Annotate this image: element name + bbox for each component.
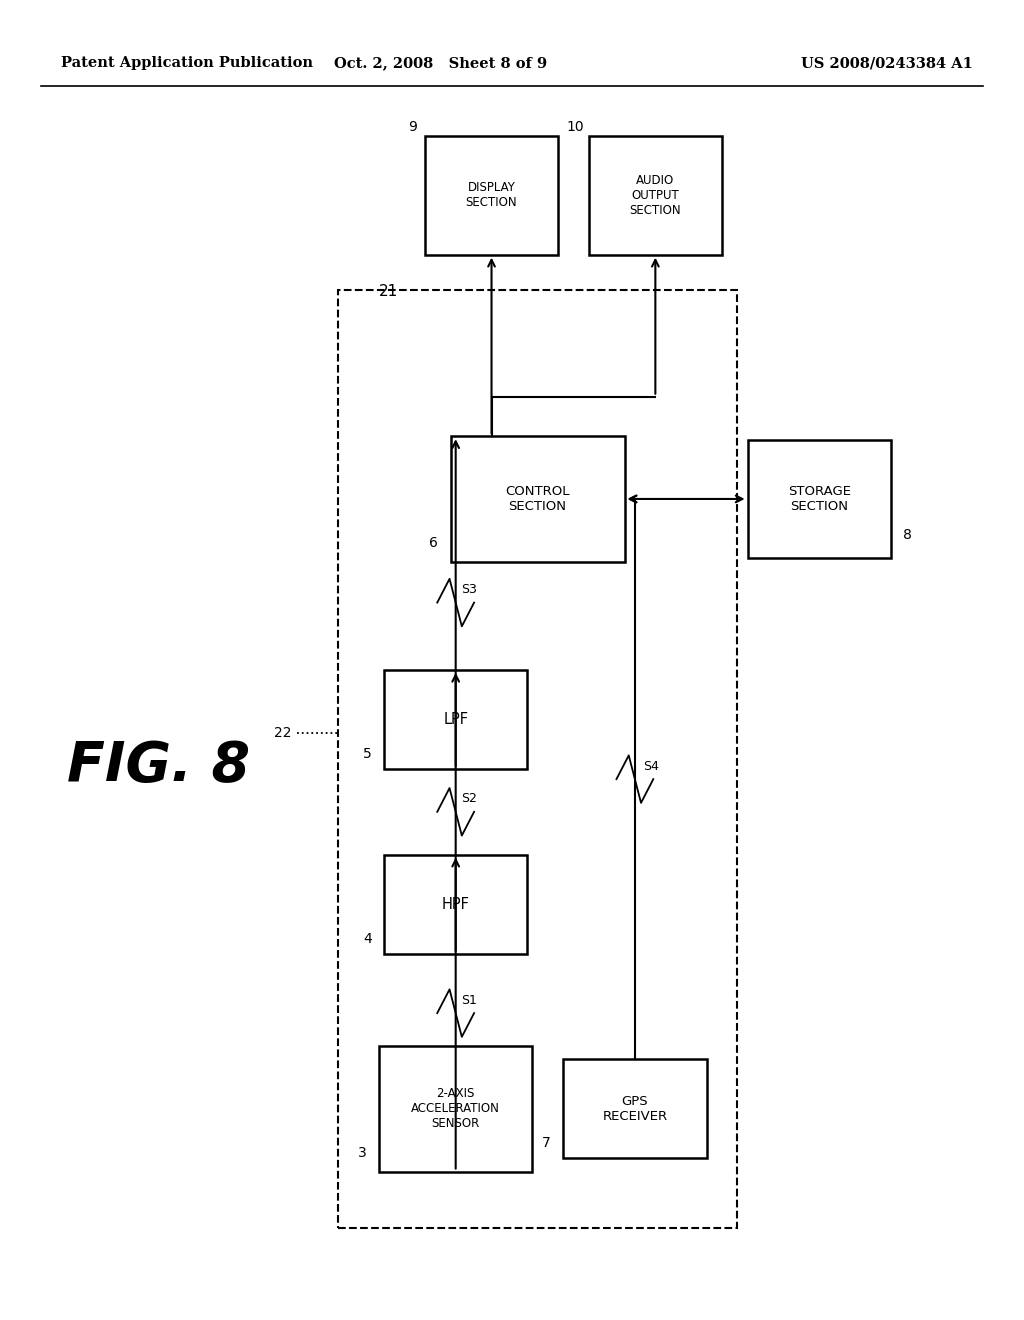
Text: US 2008/0243384 A1: US 2008/0243384 A1 [801,57,973,70]
Text: 5: 5 [362,747,372,762]
Bar [563,1059,707,1159]
Text: 3: 3 [357,1146,367,1160]
Text: DISPLAY
SECTION: DISPLAY SECTION [466,181,517,210]
Text: S1: S1 [461,994,477,1007]
Text: Patent Application Publication: Patent Application Publication [61,57,313,70]
Bar [748,440,891,558]
Text: LPF: LPF [443,711,468,727]
Text: 21: 21 [379,284,398,298]
Bar [379,1045,532,1172]
Text: CONTROL
SECTION: CONTROL SECTION [506,484,569,513]
Text: 2-AXIS
ACCELERATION
SENSOR: 2-AXIS ACCELERATION SENSOR [412,1088,500,1130]
Bar [384,671,527,768]
Bar [338,290,737,1228]
Text: S2: S2 [461,792,477,805]
Text: 6: 6 [429,536,438,550]
Text: Oct. 2, 2008   Sheet 8 of 9: Oct. 2, 2008 Sheet 8 of 9 [334,57,547,70]
Text: 10: 10 [566,120,584,135]
Text: 22: 22 [274,726,292,739]
Text: 7: 7 [542,1137,551,1151]
Text: 9: 9 [408,120,417,135]
Bar [589,136,722,255]
Bar [425,136,558,255]
Text: STORAGE
SECTION: STORAGE SECTION [787,484,851,513]
Text: 8: 8 [903,528,912,541]
Bar [384,855,527,953]
Text: S4: S4 [643,759,659,772]
Text: S3: S3 [461,583,477,597]
Text: GPS
RECEIVER: GPS RECEIVER [602,1094,668,1123]
Text: AUDIO
OUTPUT
SECTION: AUDIO OUTPUT SECTION [630,174,681,216]
Text: 4: 4 [362,932,372,946]
Text: FIG. 8: FIG. 8 [68,739,250,792]
Text: HPF: HPF [441,896,470,912]
Bar [451,436,625,562]
